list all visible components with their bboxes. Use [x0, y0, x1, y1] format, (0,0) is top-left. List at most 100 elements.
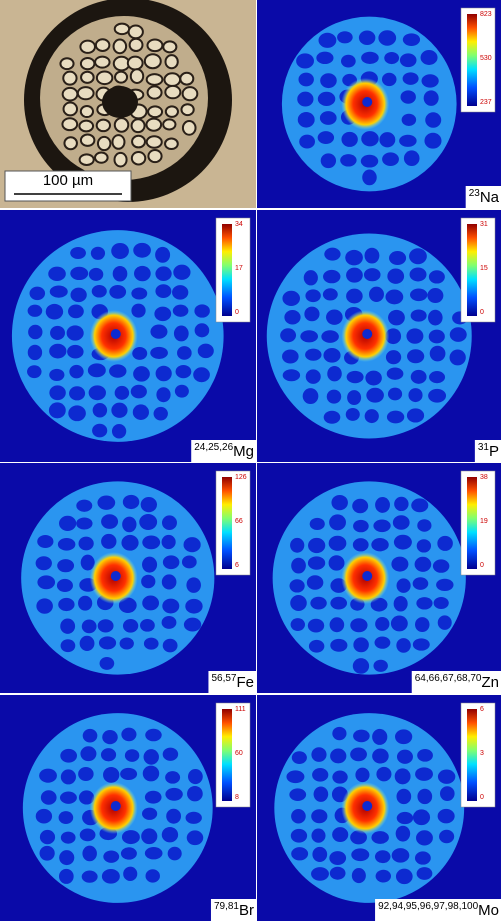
mass-number: 24,25,26	[194, 442, 233, 453]
map-cell	[131, 385, 147, 399]
map-cell	[120, 638, 134, 650]
map-cell	[312, 847, 327, 862]
map-cell	[88, 363, 106, 377]
map-cell	[140, 619, 155, 632]
map-cell	[376, 870, 391, 883]
map-cell	[347, 371, 364, 383]
colorbar	[467, 224, 477, 316]
map-cell	[61, 639, 76, 652]
map-cell	[402, 114, 417, 126]
map-cell	[350, 618, 367, 632]
map-cell	[309, 640, 324, 653]
map-cell	[101, 534, 116, 549]
map-cell	[36, 556, 52, 570]
map-cell	[57, 579, 73, 592]
map-cell	[76, 518, 92, 530]
map-cell	[437, 536, 453, 551]
map-cell	[60, 792, 77, 804]
map-cell	[299, 135, 315, 149]
map-cell	[46, 304, 63, 320]
map-cell	[450, 327, 467, 342]
map-cell	[311, 809, 327, 823]
map-cell	[139, 514, 157, 530]
map-cell	[92, 285, 107, 298]
map-cell	[365, 371, 382, 386]
map-cell	[305, 289, 320, 302]
photo-cell	[147, 39, 162, 51]
map-cell	[424, 90, 439, 106]
map-cell	[297, 92, 313, 107]
colorbar-label: 126	[235, 474, 247, 481]
colorbar-label: 34	[235, 221, 243, 228]
map-cell	[308, 538, 325, 553]
photo-cell	[96, 39, 109, 51]
map-cell	[58, 598, 74, 611]
map-cell	[99, 636, 116, 649]
map-cell	[351, 848, 369, 861]
colorbar	[222, 224, 232, 316]
map-center	[362, 97, 372, 107]
map-cell	[133, 243, 151, 258]
map-cell	[386, 350, 401, 364]
map-cell	[48, 267, 66, 281]
photo-cell	[128, 57, 143, 70]
map-cell	[353, 730, 370, 743]
map-cell	[173, 305, 189, 317]
map-cell	[59, 850, 74, 865]
photo-cell	[180, 73, 193, 85]
photo-cell	[181, 104, 193, 115]
map-cell	[101, 748, 116, 761]
map-cell	[408, 388, 422, 402]
map-cell	[341, 132, 357, 147]
colorbar-label: 60	[235, 750, 243, 757]
map-center	[362, 801, 372, 811]
colorbar-label: 6	[235, 562, 239, 569]
map-cell	[382, 152, 399, 166]
map-cell	[280, 328, 296, 342]
map-cell	[410, 288, 427, 301]
map-cell	[156, 366, 172, 381]
map-cell	[376, 767, 391, 781]
colorbar-label: 38	[480, 474, 488, 481]
mass-number: 23	[469, 188, 481, 199]
map-cell	[125, 749, 139, 762]
map-cell	[282, 349, 299, 363]
photo-cell	[115, 153, 127, 167]
colorbar-label: 111	[235, 706, 246, 713]
map-cell	[144, 638, 159, 650]
colorbar-label: 0	[480, 309, 484, 316]
map-cell	[176, 365, 192, 378]
map-cell	[407, 349, 424, 363]
photo-cell	[132, 152, 145, 164]
map-cell	[410, 267, 427, 281]
photo-cell	[95, 57, 109, 68]
map-cell	[417, 539, 431, 552]
photo-cell	[145, 54, 161, 68]
map-cell	[145, 791, 162, 804]
map-cell	[60, 619, 75, 634]
map-cell	[194, 304, 209, 317]
colorbar-label: 15	[480, 265, 488, 272]
map-cell	[403, 72, 419, 84]
map-cell	[39, 769, 57, 783]
map-cell	[123, 867, 137, 881]
colorbar-label: 0	[235, 309, 239, 316]
map-cell	[430, 346, 446, 362]
map-cell	[155, 247, 170, 263]
map-cell	[332, 727, 346, 740]
map-cell	[395, 729, 412, 744]
map-cell	[70, 267, 88, 280]
map-cell	[311, 867, 329, 881]
map-cell	[155, 284, 171, 298]
map-cell	[341, 55, 356, 68]
map-cell	[165, 771, 180, 784]
photo-cell	[115, 118, 128, 132]
map-cell	[438, 809, 455, 823]
map-cell	[375, 497, 390, 513]
map-cell	[291, 847, 308, 860]
map-cell	[50, 326, 65, 340]
map-cell	[345, 250, 363, 265]
map-cell	[89, 268, 103, 281]
